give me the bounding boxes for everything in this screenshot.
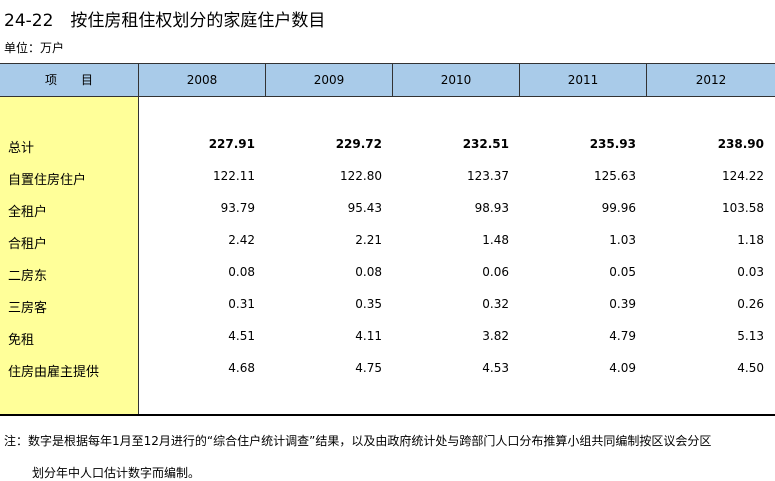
cell: 4.53 bbox=[482, 361, 509, 375]
cell: 98.93 bbox=[474, 201, 509, 215]
row-label: 合租户 bbox=[8, 237, 48, 252]
cell: 4.68 bbox=[228, 361, 255, 375]
bottom-rule bbox=[0, 414, 775, 416]
column-header: 2011 bbox=[520, 63, 647, 97]
row-label: 全租户 bbox=[8, 205, 48, 220]
title: 24-22 按住房租住权划分的家庭住户数目 bbox=[4, 11, 326, 31]
cell: 1.48 bbox=[482, 233, 509, 247]
cell: 232.51 bbox=[462, 137, 509, 151]
cell: 2.42 bbox=[228, 233, 255, 247]
cell: 3.82 bbox=[482, 329, 509, 343]
cell: 123.37 bbox=[467, 169, 509, 183]
unit: 单位：万户 bbox=[4, 41, 65, 55]
cell: 0.06 bbox=[482, 265, 509, 279]
cell: 1.03 bbox=[609, 233, 636, 247]
cell: 122.11 bbox=[213, 169, 255, 183]
cell: 238.90 bbox=[717, 137, 764, 151]
label-column bbox=[0, 97, 139, 415]
cell: 122.80 bbox=[340, 169, 382, 183]
cell: 124.22 bbox=[722, 169, 764, 183]
cell: 4.11 bbox=[355, 329, 382, 343]
row-label: 总计 bbox=[8, 141, 35, 156]
cell: 0.05 bbox=[609, 265, 636, 279]
cell: 4.50 bbox=[737, 361, 764, 375]
cell: 99.96 bbox=[601, 201, 636, 215]
column-header: 项 目 bbox=[0, 63, 139, 97]
row-label: 二房东 bbox=[8, 269, 48, 284]
column-header: 2009 bbox=[266, 63, 393, 97]
row-label: 自置住房住户 bbox=[8, 173, 87, 188]
cell: 5.13 bbox=[737, 329, 764, 343]
cell: 125.63 bbox=[594, 169, 636, 183]
row-label: 免租 bbox=[8, 333, 35, 348]
cell: 4.51 bbox=[228, 329, 255, 343]
cell: 4.75 bbox=[355, 361, 382, 375]
row-label: 住房由雇主提供 bbox=[8, 365, 100, 380]
column-header: 2008 bbox=[139, 63, 266, 97]
cell: 2.21 bbox=[355, 233, 382, 247]
cell: 0.32 bbox=[482, 297, 509, 311]
header-row bbox=[0, 63, 775, 97]
row-label: 三房客 bbox=[8, 301, 48, 316]
cell: 0.03 bbox=[737, 265, 764, 279]
cell: 95.43 bbox=[347, 201, 382, 215]
cell: 0.08 bbox=[228, 265, 255, 279]
cell: 0.26 bbox=[737, 297, 764, 311]
cell: 229.72 bbox=[335, 137, 382, 151]
cell: 4.09 bbox=[609, 361, 636, 375]
cell: 0.39 bbox=[609, 297, 636, 311]
note: 注：数字是根据每年1月至12月进行的“综合住户统计调查”结果，以及由政府统计处与… bbox=[4, 434, 712, 448]
cell: 0.35 bbox=[355, 297, 382, 311]
cell: 235.93 bbox=[589, 137, 636, 151]
cell: 0.08 bbox=[355, 265, 382, 279]
cell: 93.79 bbox=[220, 201, 255, 215]
note: 划分年中人口估计数字而编制。 bbox=[32, 466, 201, 480]
cell: 1.18 bbox=[737, 233, 764, 247]
column-header: 2012 bbox=[695, 73, 727, 87]
cell: 227.91 bbox=[208, 137, 255, 151]
cell: 103.58 bbox=[722, 201, 764, 215]
cell: 4.79 bbox=[609, 329, 636, 343]
cell: 0.31 bbox=[228, 297, 255, 311]
column-header: 2010 bbox=[393, 63, 520, 97]
